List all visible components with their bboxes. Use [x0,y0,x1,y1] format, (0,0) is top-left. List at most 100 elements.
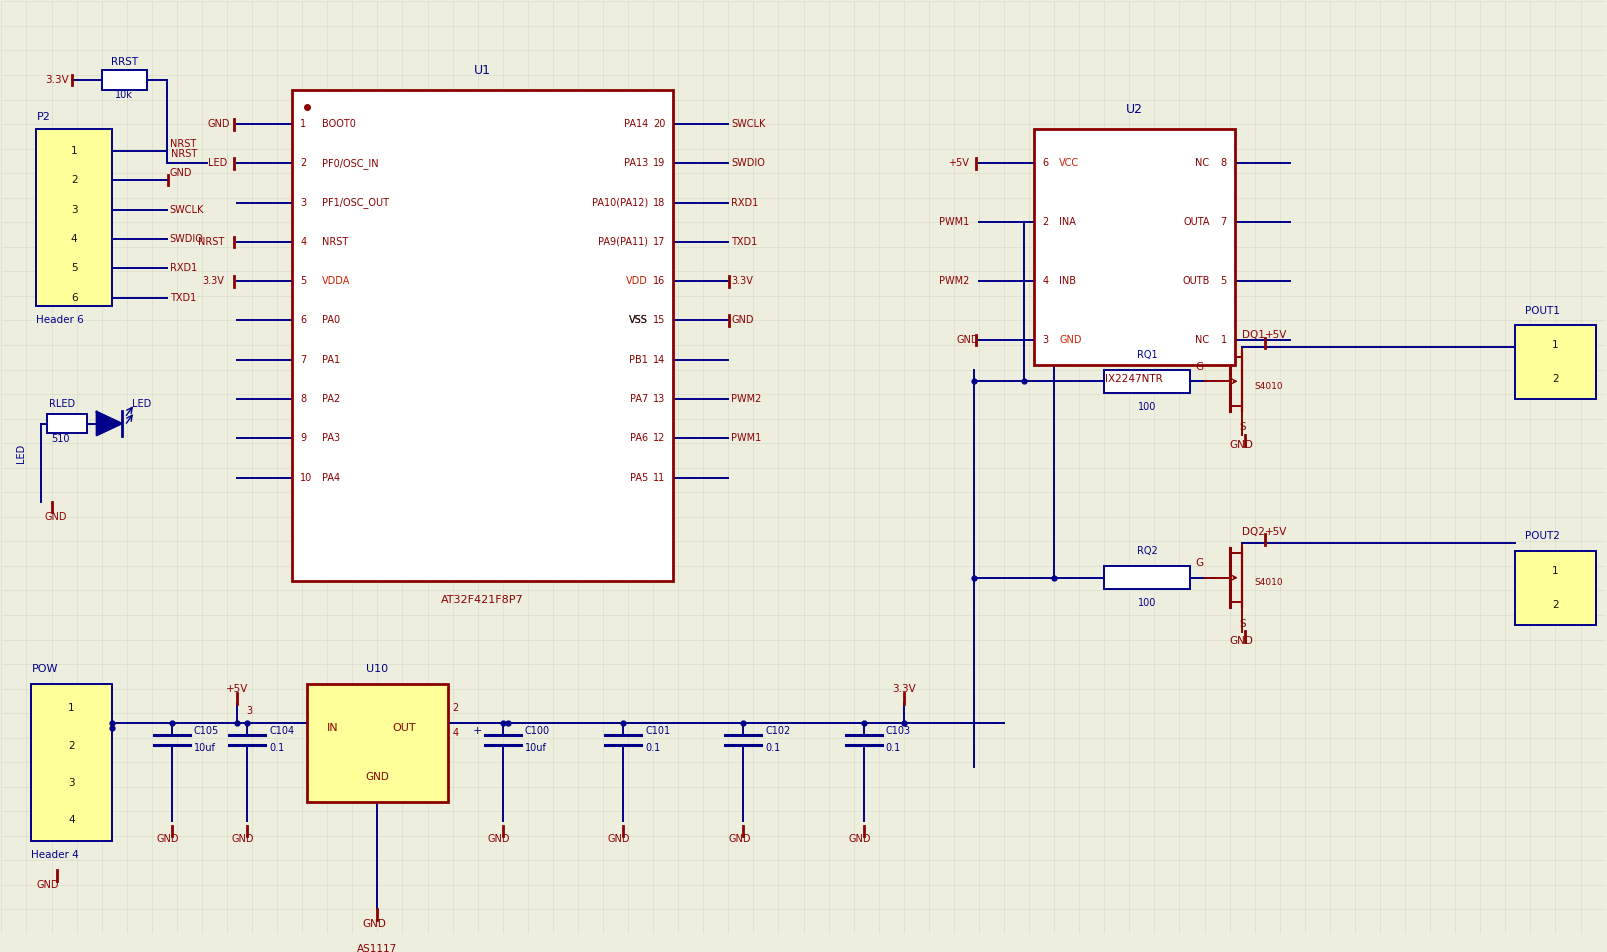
Text: PA9(PA11): PA9(PA11) [598,237,648,247]
Text: 3: 3 [67,778,76,788]
Text: 6: 6 [301,315,307,326]
Text: NRST: NRST [170,149,198,159]
Text: 8: 8 [1220,158,1226,169]
Text: VCC: VCC [1059,158,1080,169]
Text: 0.1: 0.1 [268,743,284,752]
Text: INB: INB [1059,276,1077,287]
Text: AS1117: AS1117 [357,943,397,952]
Text: 3: 3 [301,198,307,208]
Text: NC: NC [1196,335,1210,345]
Text: GND: GND [207,119,230,129]
Text: AT32F421F8P7: AT32F421F8P7 [442,595,524,605]
Text: SWDIO: SWDIO [170,234,204,244]
Text: PA6: PA6 [630,433,648,444]
Text: 19: 19 [652,158,665,169]
Text: U10: U10 [366,664,389,674]
Text: 1: 1 [301,119,307,129]
Text: NRST: NRST [170,139,196,149]
Text: GND: GND [731,315,754,326]
Text: PWM2: PWM2 [731,394,762,404]
Text: S4010: S4010 [1255,382,1284,390]
Text: 9: 9 [301,433,307,444]
Text: 17: 17 [652,237,665,247]
Text: 510: 510 [51,434,71,445]
Text: 2: 2 [67,741,76,750]
Text: 7: 7 [1220,217,1226,228]
Text: 3: 3 [71,205,77,214]
Text: SWCLK: SWCLK [170,205,204,214]
Text: 1: 1 [1552,565,1559,576]
Text: 10k: 10k [116,89,133,100]
Text: 2: 2 [1552,374,1559,385]
Text: RLED: RLED [48,399,74,409]
Text: C103: C103 [885,725,911,736]
Text: GND: GND [37,880,59,890]
Text: PA2: PA2 [323,394,341,404]
Text: TXD1: TXD1 [731,237,757,247]
Text: Header 4: Header 4 [32,850,79,861]
Text: PA5: PA5 [630,472,648,483]
Text: RQ1: RQ1 [1136,349,1157,360]
Text: 3: 3 [246,706,252,716]
Text: C100: C100 [525,725,550,736]
Text: PA13: PA13 [624,158,648,169]
Text: PF1/OSC_OUT: PF1/OSC_OUT [323,197,389,208]
Text: 20: 20 [652,119,665,129]
Text: G: G [1196,362,1204,371]
Text: C102: C102 [765,725,791,736]
Text: 3: 3 [1041,335,1048,345]
Text: 11: 11 [652,472,665,483]
Text: 2: 2 [301,158,307,169]
Text: +5V: +5V [1265,526,1287,537]
Text: GND: GND [45,512,67,522]
Text: 100: 100 [1138,598,1155,608]
Text: DQ1: DQ1 [1242,330,1265,340]
Text: IX2247NTR: IX2247NTR [1106,374,1163,385]
Text: S: S [1239,619,1247,629]
Text: GND: GND [607,834,630,843]
Text: 3.3V: 3.3V [731,276,754,287]
Text: 10uf: 10uf [194,743,215,752]
Bar [1104,565,1189,589]
Text: GND: GND [365,772,389,782]
Text: GND: GND [231,834,254,843]
Text: 12: 12 [652,433,665,444]
Text: GND: GND [1229,440,1253,450]
Text: POW: POW [32,664,58,674]
Text: RXD1: RXD1 [170,264,198,273]
Text: +5V: +5V [227,684,247,694]
Text: 0.1: 0.1 [644,743,660,752]
Text: 2: 2 [1552,600,1559,610]
Text: 6: 6 [1041,158,1048,169]
Text: Header 6: Header 6 [37,315,84,326]
Text: G: G [1196,558,1204,568]
Bar [292,89,673,581]
Text: LED: LED [132,399,151,409]
Text: 13: 13 [652,394,665,404]
Text: 0.1: 0.1 [885,743,902,752]
Bar [1515,551,1596,625]
Bar [1515,326,1596,399]
Text: OUTB: OUTB [1183,276,1210,287]
Text: 5: 5 [1220,276,1226,287]
Text: 10uf: 10uf [525,743,546,752]
Text: 1: 1 [71,146,77,155]
Text: 2: 2 [71,175,77,185]
Text: NRST: NRST [198,237,223,247]
Text: GND: GND [1059,335,1082,345]
Text: PA3: PA3 [323,433,341,444]
Text: SWDIO: SWDIO [731,158,765,169]
Text: +5V: +5V [948,158,969,169]
Text: PWM1: PWM1 [938,217,969,228]
Text: OUT: OUT [392,723,416,733]
Text: PA1: PA1 [323,355,341,365]
Text: C105: C105 [194,725,219,736]
Text: 3.3V: 3.3V [892,684,916,694]
Text: NRST: NRST [323,237,349,247]
Bar [47,414,87,433]
Text: 14: 14 [652,355,665,365]
Text: C104: C104 [268,725,294,736]
Text: +5V: +5V [1265,330,1287,340]
Text: 10: 10 [301,472,312,483]
Text: 4: 4 [67,815,76,825]
